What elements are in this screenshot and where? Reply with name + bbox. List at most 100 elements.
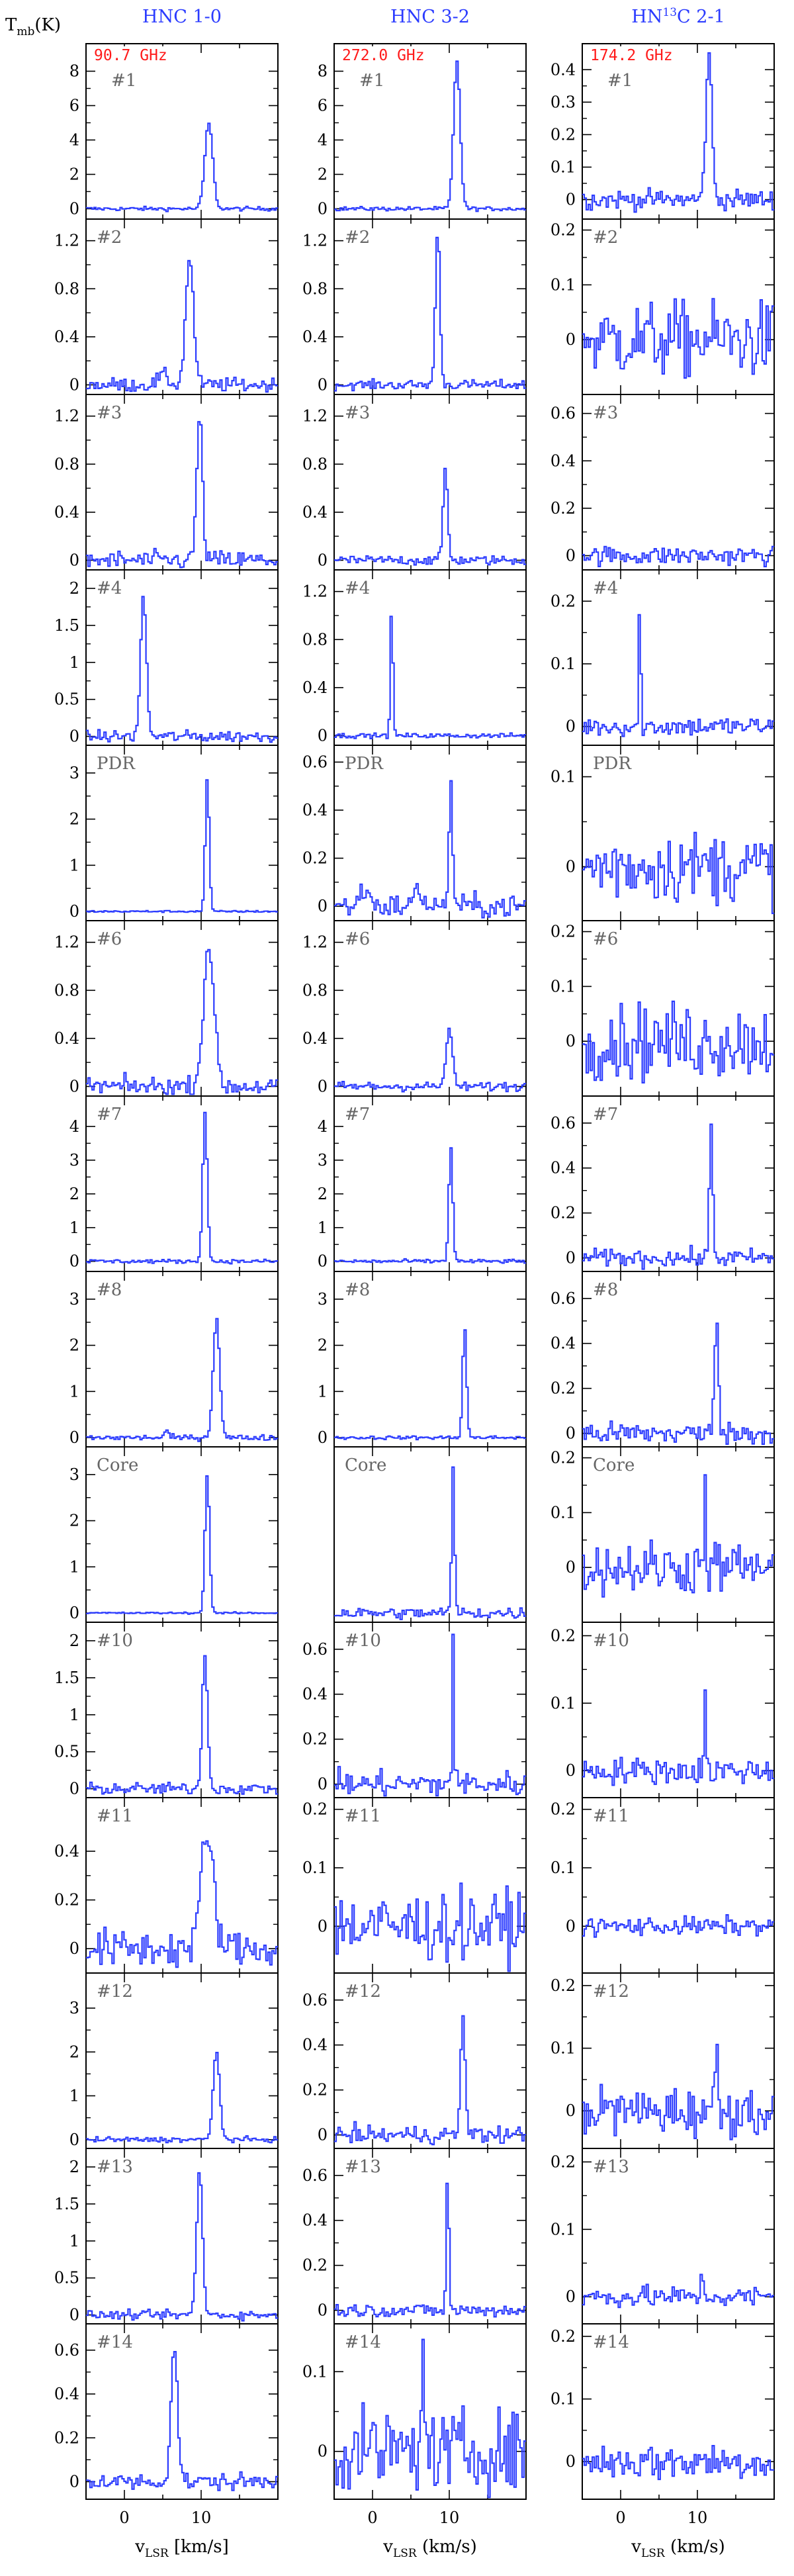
panel-label: #13 xyxy=(345,2157,381,2177)
x-axis-label: vLSR [km/s] xyxy=(134,2537,229,2560)
y-tick-label: 0 xyxy=(69,727,79,746)
y-tick-label: 0 xyxy=(69,199,79,218)
y-tick-label: 0.4 xyxy=(54,1842,79,1861)
y-tick-label: 0 xyxy=(566,1761,576,1780)
y-tick-label: 0.5 xyxy=(54,1743,79,1761)
spectrum-line xyxy=(334,1147,526,1264)
y-tick-label: 2 xyxy=(69,579,79,598)
y-tick-label: 0.8 xyxy=(54,455,79,473)
y-tick-label: 0 xyxy=(566,1424,576,1443)
spectrum-line xyxy=(582,831,774,915)
y-tick-label: 0.2 xyxy=(551,221,576,240)
y-tick-label: 0 xyxy=(318,2442,328,2461)
panel-label: #7 xyxy=(593,1105,618,1125)
y-tick-label: 0 xyxy=(566,2287,576,2306)
y-tick-label: 1.5 xyxy=(54,616,79,635)
y-tick-label: 0 xyxy=(69,2473,79,2491)
panel-label: #2 xyxy=(345,228,370,248)
spectrum-line xyxy=(582,1689,774,1786)
y-tick-label: 0.2 xyxy=(302,1730,328,1749)
panel-label: #13 xyxy=(97,2157,133,2177)
y-tick-label: 0.4 xyxy=(302,678,328,697)
y-tick-label: 0.4 xyxy=(551,1334,576,1353)
panel-label: #7 xyxy=(345,1105,370,1125)
y-tick-label: 0 xyxy=(318,1252,328,1271)
y-tick-label: 0 xyxy=(318,1917,328,1935)
y-tick-label: 4 xyxy=(69,1117,79,1136)
panel-label: #1 xyxy=(607,71,633,91)
y-tick-label: 0.4 xyxy=(551,1159,576,1177)
panel-label: #14 xyxy=(593,2332,629,2352)
y-tick-label: 0.6 xyxy=(551,404,576,423)
y-tick-label: 1 xyxy=(69,856,79,874)
spectrum-line xyxy=(86,1655,278,1795)
y-tick-label: 1.2 xyxy=(54,933,79,952)
y-tick-label: 0.6 xyxy=(302,1991,328,2009)
spectrum-line xyxy=(86,259,278,393)
y-tick-label: 2 xyxy=(69,1632,79,1650)
panel-label: #6 xyxy=(345,929,370,949)
y-tick-label: 0.2 xyxy=(302,1800,328,1819)
y-tick-label: 0 xyxy=(566,1558,576,1577)
y-tick-label: 2 xyxy=(69,1185,79,1203)
spectrum-line xyxy=(86,421,278,569)
x-tick-label: 0 xyxy=(367,2508,377,2527)
y-tick-label: 0.1 xyxy=(551,2220,576,2238)
panel-label: #8 xyxy=(593,1280,618,1300)
y-tick-label: 0.2 xyxy=(302,2256,328,2275)
frequency-label-bg xyxy=(586,46,685,64)
spectrum-line xyxy=(86,2351,278,2491)
y-tick-label: 0.2 xyxy=(551,592,576,610)
x-tick-label: 10 xyxy=(191,2508,212,2527)
y-tick-label: 0.4 xyxy=(551,451,576,470)
panel-label: #1 xyxy=(359,71,384,91)
column-title: HNC 3-2 xyxy=(390,7,470,27)
panel-label: #14 xyxy=(345,2332,381,2352)
y-tick-label: 2 xyxy=(69,810,79,829)
y-tick-label: 0.6 xyxy=(302,753,328,771)
y-tick-label: 0.2 xyxy=(551,1379,576,1398)
spectrum-line xyxy=(86,2172,278,2322)
panel-label: #12 xyxy=(97,1982,133,2001)
y-tick-label: 1.2 xyxy=(302,407,328,426)
y-tick-label: 0.1 xyxy=(551,655,576,673)
y-tick-label: 0.2 xyxy=(551,2327,576,2346)
y-tick-label: 1.2 xyxy=(54,232,79,250)
y-tick-label: 1.5 xyxy=(54,1669,79,1687)
y-tick-label: 3 xyxy=(318,1151,328,1170)
frequency-label-bg xyxy=(338,46,437,64)
panel-label: #10 xyxy=(593,1631,629,1651)
y-tick-label: 0 xyxy=(566,547,576,565)
y-tick-label: 0.2 xyxy=(551,125,576,144)
y-tick-label: 0.2 xyxy=(551,1800,576,1819)
spectrum-line xyxy=(582,545,774,568)
y-tick-label: 0 xyxy=(566,330,576,349)
panel-label: #3 xyxy=(345,403,370,423)
y-tick-label: 0 xyxy=(566,857,576,876)
y-tick-label: 8 xyxy=(69,62,79,81)
x-axis-label: vLSR (km/s) xyxy=(631,2537,725,2560)
y-tick-label: 1.5 xyxy=(54,2195,79,2213)
column-title: HNC 1-0 xyxy=(142,7,222,27)
panel-label: #4 xyxy=(97,578,122,598)
y-tick-label: 0.4 xyxy=(54,1029,79,1048)
panel-label: #10 xyxy=(345,1631,381,1651)
panel-frame xyxy=(333,43,527,220)
frequency-label: 272.0 GHz xyxy=(342,47,425,64)
spectrum-line xyxy=(582,1000,774,1083)
y-tick-label: 0 xyxy=(318,375,328,394)
y-tick-label: 0.1 xyxy=(551,2390,576,2409)
y-tick-label: 0.4 xyxy=(302,1029,328,1048)
panel-label: #6 xyxy=(97,929,122,949)
y-tick-label: 0 xyxy=(69,1428,79,1447)
y-tick-label: 0.6 xyxy=(302,1640,328,1659)
y-tick-label: 0.4 xyxy=(302,503,328,522)
y-tick-label: 1 xyxy=(69,1557,79,1576)
spectrum-line xyxy=(86,2052,278,2144)
panel-label: #3 xyxy=(97,403,122,423)
x-tick-label: 0 xyxy=(615,2508,625,2527)
y-tick-label: 3 xyxy=(69,1465,79,1484)
y-tick-label: 1 xyxy=(69,653,79,672)
y-tick-label: 0 xyxy=(318,199,328,218)
y-tick-label: 0.6 xyxy=(551,1114,576,1132)
